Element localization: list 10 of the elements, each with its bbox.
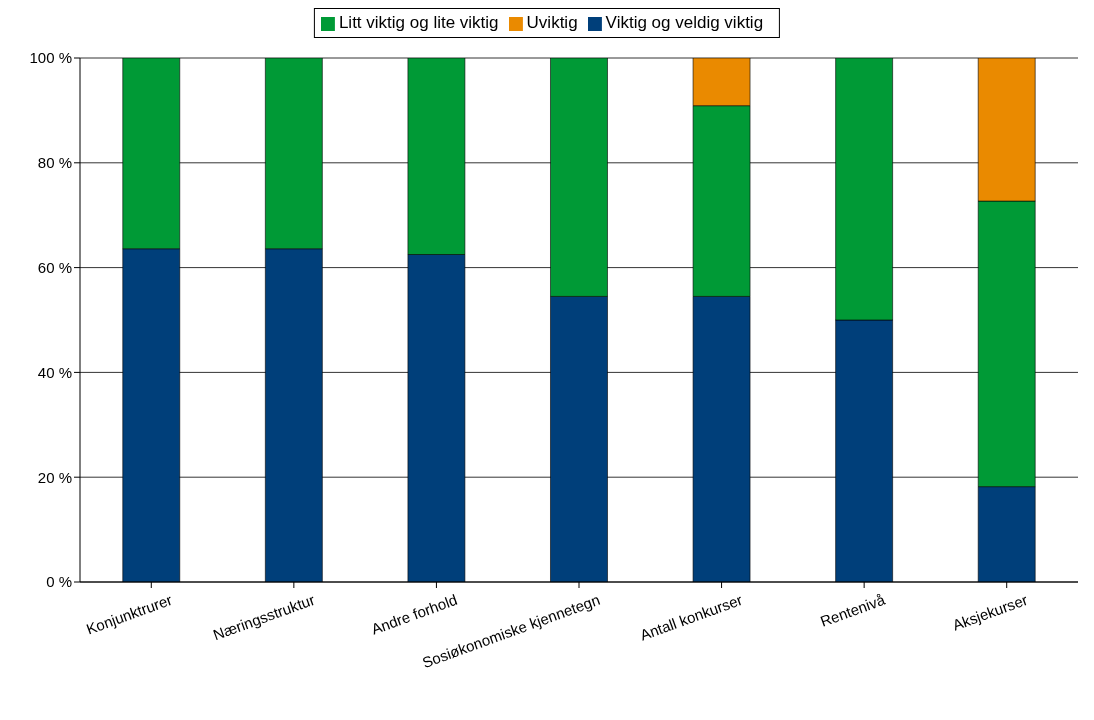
legend-label: Viktig og veldig viktig [605,13,764,32]
y-tick-label: 40 % [37,363,72,381]
x-tick-label: Andre forhold [369,590,460,638]
legend-label: Uviktig [526,13,578,32]
y-tick-label: 0 % [46,573,72,591]
y-tick-label: 80 % [37,154,72,172]
y-tick-label: 60 % [37,258,72,276]
y-tick-label: 20 % [37,468,72,486]
y-tick-label: 100 % [29,49,72,67]
legend-label: Litt viktig og lite viktig [338,13,499,32]
